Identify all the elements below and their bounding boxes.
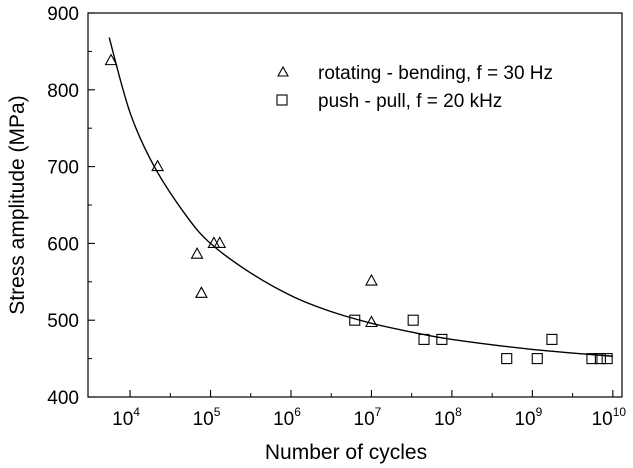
y-tick-label: 600 — [47, 234, 79, 255]
x-tick-label-exponent: 9 — [536, 405, 543, 419]
x-tick-label-base: 10 — [514, 409, 535, 430]
square-data-point — [601, 353, 613, 365]
x-tick-label: 106 — [273, 405, 301, 430]
x-tick-label-base: 10 — [354, 409, 375, 430]
triangle-data-point — [151, 159, 165, 172]
y-axis-title: Stress amplitude (MPa) — [6, 95, 29, 314]
triangle-data-point — [194, 286, 208, 298]
y-tick-label: 700 — [47, 158, 79, 179]
x-tick-label-base: 10 — [434, 409, 455, 430]
square-data-point — [436, 333, 448, 345]
x-tick-label: 105 — [193, 405, 221, 430]
legend: rotating - bending, f = 30 Hz push - pul… — [276, 63, 553, 112]
legend-square-marker — [276, 94, 288, 106]
triangle-data-point — [365, 273, 378, 286]
x-tick-label-base: 10 — [592, 409, 613, 430]
square-data-point — [594, 353, 606, 365]
data-points — [104, 53, 613, 365]
legend-label-rotating-bending: rotating - bending, f = 30 Hz — [318, 63, 553, 84]
y-tick-label: 900 — [47, 4, 79, 25]
x-axis: 104 105 106 107 108 109 1010 — [112, 390, 626, 430]
triangle-data-point — [190, 247, 204, 259]
square-data-point — [501, 353, 513, 365]
x-tick-label: 1010 — [592, 405, 627, 430]
triangle-data-point — [213, 236, 227, 248]
x-tick-label-base: 10 — [112, 409, 133, 430]
x-tick-label-exponent: 7 — [375, 405, 382, 419]
legend-triangle-marker — [277, 65, 289, 77]
x-tick-label-exponent: 6 — [294, 405, 301, 419]
triangle-data-point — [104, 53, 118, 66]
square-data-point — [586, 353, 598, 365]
x-tick-label-exponent: 5 — [214, 405, 221, 419]
x-tick-label-exponent: 8 — [455, 405, 462, 419]
x-tick-label: 104 — [112, 405, 140, 430]
x-tick-label-base: 10 — [193, 409, 214, 430]
triangle-data-point — [365, 315, 378, 328]
x-tick-label: 107 — [354, 405, 382, 430]
fit-curve — [108, 37, 613, 357]
y-axis: 400 500 600 700 800 900 — [47, 4, 95, 409]
y-tick-label: 500 — [47, 311, 79, 332]
y-tick-label: 800 — [47, 81, 79, 102]
square-data-point — [546, 333, 558, 345]
x-tick-label-exponent: 10 — [613, 405, 627, 419]
x-tick-label-exponent: 4 — [133, 405, 140, 419]
square-data-point — [407, 314, 419, 326]
x-tick-label-base: 10 — [273, 409, 294, 430]
square-data-point — [418, 333, 430, 345]
legend-label-push-pull: push - pull, f = 20 kHz — [318, 91, 502, 112]
x-tick-label: 109 — [514, 405, 542, 430]
y-tick-label: 400 — [47, 388, 79, 409]
square-data-point — [531, 353, 543, 365]
square-data-point — [349, 314, 361, 326]
x-axis-title: Number of cycles — [265, 441, 427, 464]
x-tick-label: 108 — [434, 405, 462, 430]
